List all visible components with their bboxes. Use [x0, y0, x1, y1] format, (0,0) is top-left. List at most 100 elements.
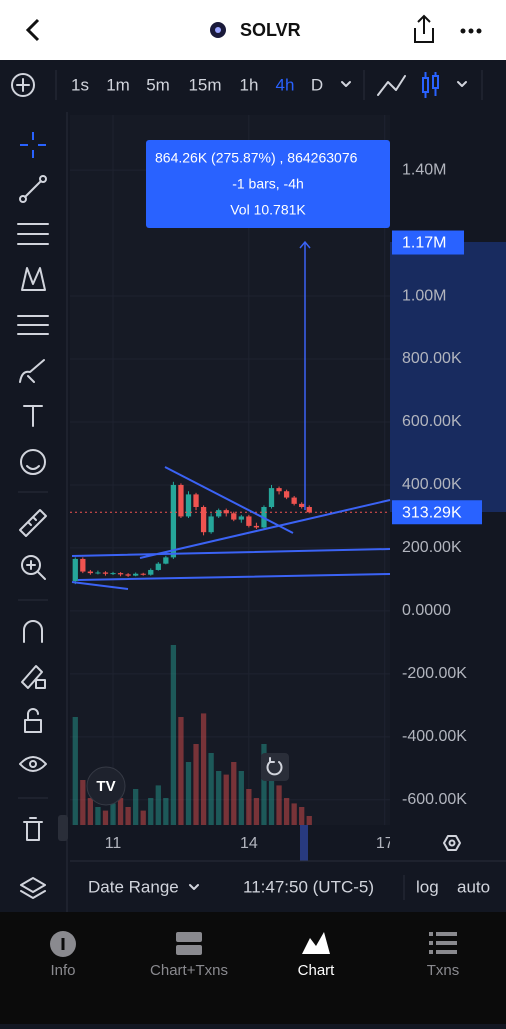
- volume-bar: [133, 789, 139, 825]
- reset-button[interactable]: [261, 753, 289, 781]
- volume-bar: [216, 771, 222, 825]
- volume-bar: [125, 807, 131, 825]
- tab-icon: [436, 950, 457, 954]
- volume-bar: [200, 713, 207, 825]
- tab-icon-mark: [61, 938, 65, 950]
- candle-body: [238, 516, 244, 520]
- tab-icon: [429, 941, 433, 945]
- candle-body: [306, 506, 312, 513]
- interval-button[interactable]: 5m: [146, 75, 170, 94]
- candle-body: [110, 573, 116, 575]
- candle-body: [140, 573, 146, 575]
- brush-tool[interactable]: [19, 359, 45, 383]
- volume-bar: [193, 744, 199, 825]
- measure-tooltip-box: 864.26K (275.87%) , 864263076 -1 bars, -…: [146, 140, 390, 228]
- interval-button[interactable]: 1s: [71, 75, 89, 94]
- volume-bar: [170, 645, 177, 825]
- add-indicator-button[interactable]: [11, 73, 35, 97]
- text-tool[interactable]: [23, 405, 43, 427]
- tab-label[interactable]: Txns: [427, 962, 460, 979]
- tab-icon: [176, 945, 202, 955]
- candle-style-button[interactable]: [422, 72, 439, 98]
- y-tick-label: 600.00K: [402, 413, 462, 430]
- interval-button[interactable]: D: [311, 75, 323, 94]
- volume-bar: [253, 798, 260, 825]
- candle-body: [268, 488, 275, 507]
- line-style-button[interactable]: [377, 75, 406, 96]
- volume-bar: [231, 762, 237, 825]
- candle-body: [163, 557, 169, 564]
- emoji-tool[interactable]: [20, 449, 46, 475]
- clock: 11:47:50 (UTC-5): [243, 877, 374, 896]
- volume-bar: [163, 798, 169, 825]
- tab-icon: [429, 932, 433, 936]
- lock-tool[interactable]: [24, 708, 42, 733]
- measure-range: [390, 242, 506, 512]
- tab-label[interactable]: Chart: [298, 962, 336, 979]
- toolbar: [0, 60, 506, 110]
- delete-tool[interactable]: [23, 817, 43, 841]
- date-range-button[interactable]: Date Range: [88, 877, 179, 896]
- logo-mark: TV: [96, 778, 115, 795]
- candle-body: [185, 494, 192, 517]
- tab-bar: [0, 912, 506, 1024]
- style-dropdown[interactable]: [457, 81, 467, 87]
- candle-body: [246, 516, 252, 526]
- candle-body: [291, 497, 297, 504]
- volume-bar: [223, 774, 229, 825]
- magnet-tool[interactable]: [23, 620, 43, 643]
- candle-body: [117, 573, 124, 575]
- volume-bar: [261, 744, 267, 825]
- interval-button[interactable]: 1h: [240, 75, 259, 94]
- ruler-tool[interactable]: [19, 509, 47, 537]
- interval-button[interactable]: 15m: [188, 75, 221, 94]
- candle-body: [87, 571, 94, 574]
- candle-body: [253, 525, 260, 528]
- candle-body: [72, 558, 78, 581]
- x-tick-label: 14: [240, 835, 258, 852]
- tab-icon: [436, 932, 457, 936]
- volume-bar: [268, 771, 275, 825]
- interval-button[interactable]: 4h: [276, 75, 295, 94]
- tab-label[interactable]: Info: [50, 962, 75, 979]
- y-tick-label: 400.00K: [402, 476, 462, 493]
- date-range-chevron: [189, 884, 199, 890]
- visibility-tool[interactable]: [19, 756, 47, 772]
- settings-button[interactable]: [443, 835, 461, 851]
- header: [0, 0, 506, 60]
- candle-body: [148, 569, 154, 575]
- projection-tool[interactable]: [17, 315, 49, 335]
- more-button[interactable]: [460, 28, 482, 34]
- volume-bar: [110, 803, 116, 825]
- tab-icon: [302, 932, 330, 954]
- trend-line-tool[interactable]: [19, 175, 47, 203]
- candle-body: [276, 488, 282, 492]
- collapse-button[interactable]: [58, 815, 68, 841]
- tradingview-logo[interactable]: [86, 766, 126, 806]
- log-toggle[interactable]: log: [416, 877, 439, 896]
- share-button[interactable]: [414, 14, 434, 43]
- interval-dropdown[interactable]: [341, 81, 351, 87]
- fib-tool[interactable]: [17, 223, 49, 245]
- layers-button[interactable]: [20, 877, 46, 899]
- volume-bar: [299, 807, 305, 825]
- auto-toggle[interactable]: auto: [457, 877, 490, 896]
- tab-label[interactable]: Chart+Txns: [150, 962, 228, 979]
- interval-button[interactable]: 1m: [106, 75, 130, 94]
- tab-icon: [429, 950, 433, 954]
- candle-body: [133, 573, 139, 576]
- candle-body: [223, 510, 229, 514]
- volume-bar: [95, 807, 101, 825]
- last-price-tag: [392, 500, 482, 525]
- token-title: SOLVR: [240, 20, 301, 40]
- pattern-tool[interactable]: [21, 267, 46, 291]
- y-tick-label: 800.00K: [402, 350, 462, 367]
- y-tick-label: -400.00K: [402, 728, 467, 745]
- lock-drawing-tool[interactable]: [21, 665, 46, 689]
- back-button[interactable]: [25, 18, 40, 42]
- toolbar-separator: [55, 70, 483, 100]
- x-tick-label: 17: [376, 835, 394, 852]
- crosshair-tool[interactable]: [20, 132, 46, 158]
- zoom-tool[interactable]: [21, 555, 46, 580]
